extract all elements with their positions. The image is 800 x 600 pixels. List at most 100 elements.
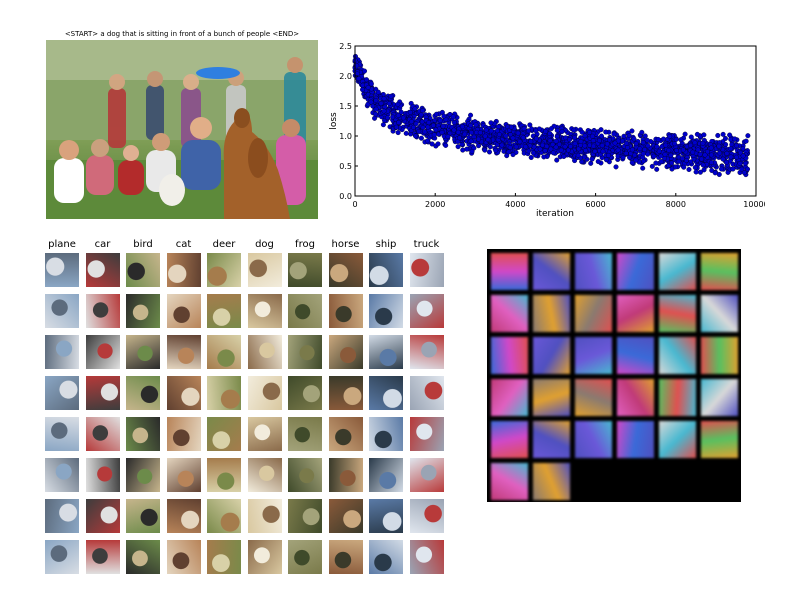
loss-point — [592, 148, 598, 154]
loss-point — [373, 106, 379, 112]
image-caption: <START> a dog that is sitting in front o… — [64, 30, 300, 38]
cifar-image-dog — [247, 417, 282, 451]
loss-point — [451, 127, 457, 133]
loss-point — [425, 124, 431, 130]
loss-point — [651, 153, 657, 159]
learned-filter — [659, 253, 696, 290]
loss-point — [715, 132, 721, 138]
cifar-image-deer — [207, 417, 241, 451]
loss-point — [455, 144, 461, 150]
loss-point — [541, 154, 547, 160]
cifar-image-deer — [207, 458, 241, 492]
loss-point — [553, 138, 559, 144]
cifar-image-plane — [45, 294, 79, 328]
cifar-image-truck — [409, 294, 444, 328]
loss-point — [606, 137, 612, 143]
loss-point — [483, 127, 489, 133]
loss-point — [625, 145, 631, 151]
plot-frame — [354, 45, 757, 197]
loss-point — [654, 144, 660, 150]
loss-point — [702, 152, 708, 158]
loss-point — [599, 143, 605, 149]
learned-filter — [491, 463, 528, 500]
loss-point — [686, 167, 692, 173]
loss-point — [692, 165, 698, 171]
y-tick-label: 2.5 — [339, 42, 352, 51]
cifar-image-car — [85, 458, 120, 492]
loss-point — [422, 129, 428, 135]
loss-point — [420, 125, 426, 131]
photo-illustration — [46, 40, 318, 219]
loss-point — [649, 163, 655, 169]
loss-point — [578, 138, 584, 144]
learned-filter — [575, 295, 612, 332]
loss-point — [582, 143, 588, 149]
cifar-image-ship — [369, 458, 403, 492]
loss-point — [468, 122, 474, 128]
loss-point — [443, 142, 449, 148]
loss-point — [510, 135, 516, 141]
cifar-image-truck — [409, 458, 444, 492]
cifar-image-horse — [328, 540, 363, 574]
cifar-image-car — [85, 499, 120, 533]
loss-point — [440, 123, 446, 129]
loss-point — [510, 152, 516, 158]
loss-point — [393, 124, 399, 130]
loss-point — [533, 128, 539, 134]
loss-point — [409, 119, 415, 125]
loss-point — [507, 145, 513, 151]
loss-point — [482, 133, 488, 139]
loss-point — [701, 167, 707, 173]
loss-point — [537, 146, 543, 152]
loss-point — [375, 89, 381, 95]
loss-point — [373, 98, 379, 104]
loss-point — [445, 134, 451, 140]
cifar-image-ship — [369, 376, 403, 410]
loss-point — [732, 136, 738, 142]
loss-point — [582, 133, 588, 139]
class-label-ship: ship — [375, 239, 397, 250]
loss-point — [658, 159, 664, 165]
loss-point — [372, 115, 378, 121]
learned-filter — [575, 337, 612, 374]
cifar-image-horse — [328, 294, 363, 328]
loss-point — [487, 144, 493, 150]
cifar-image-dog — [247, 335, 282, 369]
learned-filter — [617, 253, 654, 290]
loss-point — [733, 154, 739, 160]
learned-filter — [659, 337, 696, 374]
loss-point — [745, 133, 751, 139]
loss-point — [718, 166, 724, 172]
cifar-image-horse — [328, 253, 363, 287]
loss-point — [692, 140, 698, 146]
loss-point — [613, 164, 619, 170]
loss-point — [386, 101, 392, 107]
loss-point — [639, 129, 645, 135]
loss-point — [621, 133, 627, 139]
loss-point — [615, 147, 621, 153]
loss-point — [517, 139, 523, 145]
loss-point — [583, 148, 589, 154]
loss-point — [690, 149, 696, 155]
learned-filter — [701, 379, 738, 416]
loss-point — [640, 151, 646, 157]
loss-point — [673, 147, 679, 153]
loss-point — [676, 158, 682, 164]
cifar-image-cat — [166, 458, 201, 492]
loss-point — [364, 77, 370, 83]
loss-point — [558, 147, 564, 153]
loss-point — [554, 157, 560, 163]
loss-point — [468, 138, 474, 144]
learned-filter — [701, 253, 738, 290]
loss-point — [531, 144, 537, 150]
loss-point — [547, 137, 553, 143]
loss-point — [380, 122, 386, 128]
loss-point — [588, 160, 594, 166]
loss-point — [439, 129, 445, 135]
loss-point — [672, 141, 678, 147]
loss-point — [523, 144, 529, 150]
loss-point — [437, 117, 443, 123]
loss-point — [496, 132, 502, 138]
loss-point — [653, 160, 659, 166]
